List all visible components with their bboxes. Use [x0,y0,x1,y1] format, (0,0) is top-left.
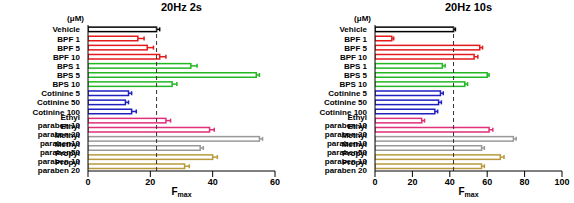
svg-text:100: 100 [554,177,566,187]
svg-text:20: 20 [407,177,417,187]
svg-text:BPF 10: BPF 10 [53,53,81,62]
svg-text:Cotinine 50: Cotinine 50 [324,98,368,107]
svg-text:BPS 5: BPS 5 [57,71,81,80]
svg-text:BPS 1: BPS 1 [344,62,368,71]
svg-text:Cotinine 5: Cotinine 5 [328,89,367,98]
svg-text:40: 40 [445,177,455,187]
svg-text:Cotinine 50: Cotinine 50 [37,98,81,107]
svg-text:Vehicle: Vehicle [339,25,367,34]
svg-text:Propylparaben 20: Propylparaben 20 [38,158,81,175]
svg-text:BPF 1: BPF 1 [57,35,80,44]
svg-text:BPS 5: BPS 5 [344,71,368,80]
svg-text:Vehicle: Vehicle [52,25,80,34]
svg-text:Propylparaben 20: Propylparaben 20 [325,158,368,175]
svg-text:BPS 1: BPS 1 [57,62,81,71]
svg-text:60: 60 [482,177,492,187]
svg-text:0: 0 [85,177,90,187]
svg-text:60: 60 [270,177,280,187]
svg-text:BPF 5: BPF 5 [344,44,367,53]
svg-text:40: 40 [208,177,218,187]
svg-text:20: 20 [145,177,155,187]
svg-text:Cotinine 5: Cotinine 5 [41,89,80,98]
svg-text:BPS 10: BPS 10 [52,80,80,89]
svg-text:Fmax: Fmax [458,186,478,198]
svg-text:BPF 1: BPF 1 [344,35,367,44]
svg-text:80: 80 [520,177,530,187]
svg-text:0: 0 [372,177,377,187]
svg-text:BPF 10: BPF 10 [340,53,368,62]
svg-text:Fmax: Fmax [171,186,191,198]
svg-text:BPS 10: BPS 10 [339,80,367,89]
svg-text:BPF 5: BPF 5 [57,44,80,53]
